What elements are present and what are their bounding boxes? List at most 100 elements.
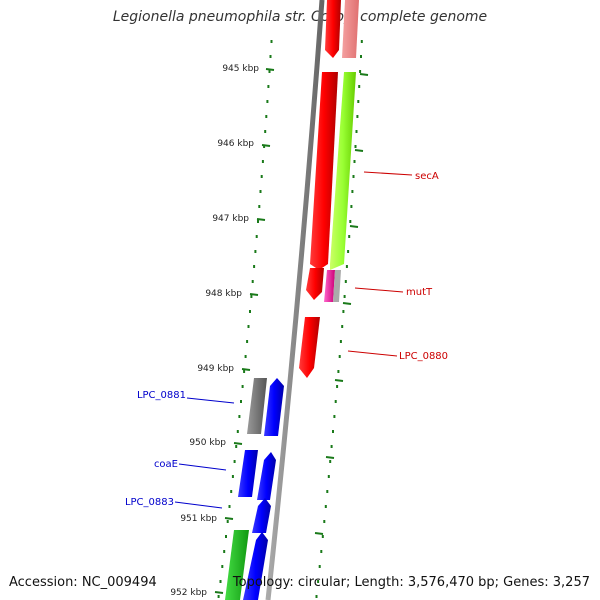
ring-dot	[268, 70, 271, 73]
ring-dot	[241, 385, 244, 388]
gc-skew-magenta	[324, 270, 335, 302]
ring-dot	[338, 355, 341, 358]
ring-dot	[235, 445, 238, 448]
gc-skew-gray	[333, 270, 341, 302]
ring-dot	[317, 580, 320, 583]
ring-dot	[351, 190, 354, 193]
gene-blue-b	[257, 452, 276, 500]
ring-dot	[265, 115, 268, 118]
ring-dot	[324, 505, 327, 508]
gene-blue-c	[243, 532, 268, 600]
ring-dot	[345, 265, 348, 268]
ring-dot	[219, 580, 222, 583]
scale-tick: 950 kbp	[189, 438, 243, 448]
ring-dot	[350, 205, 353, 208]
ring-dot	[264, 130, 267, 133]
scale-tick-label: 948 kbp	[205, 289, 242, 299]
scale-tick-label: 951 kbp	[180, 514, 217, 524]
ring-dot	[329, 460, 332, 463]
ring-dot	[259, 190, 262, 193]
genome-summary-label: Topology: circular; Length: 3,576,470 bp…	[232, 575, 590, 590]
gene-label-text: coaE	[154, 459, 178, 470]
ring-dot	[321, 535, 324, 538]
genome-backbone	[265, 0, 325, 600]
gene-label-seca: secA	[363, 171, 439, 182]
gc-skew-lime	[330, 72, 356, 270]
gene-blue-a	[264, 378, 284, 436]
ring-dot	[253, 265, 256, 268]
ring-dot	[263, 145, 266, 148]
gene-lpc-0883	[252, 498, 271, 533]
gene-mutt	[306, 268, 324, 300]
ring-dot	[257, 220, 259, 223]
gene-label-lpc-0881: LPC_0881	[137, 390, 235, 404]
gene-label-lpc-0883: LPC_0883	[125, 497, 223, 509]
ring-dot	[221, 565, 224, 568]
ring-dot	[334, 400, 337, 403]
ring-dot	[231, 475, 234, 478]
ring-dot	[247, 325, 250, 328]
ring-dot	[337, 370, 340, 373]
scale-tick: 948 kbp	[205, 289, 259, 299]
ring-dot	[244, 355, 247, 358]
gene-forward-top	[325, 0, 341, 58]
scale-tick-label: 947 kbp	[212, 214, 249, 224]
ring-dot	[261, 160, 264, 163]
scale-tick: 952 kbp	[170, 588, 224, 598]
ring-dot	[356, 115, 359, 118]
scale-tick: 945 kbp	[222, 64, 275, 74]
gene-label-text: secA	[415, 171, 439, 182]
ring-dot	[266, 100, 269, 103]
ring-dot	[249, 310, 251, 313]
ring-dot	[347, 250, 350, 253]
ring-dot	[348, 235, 351, 238]
gene-label-coae: coaE	[154, 459, 227, 471]
ring-dot	[226, 520, 229, 523]
gene-label-lpc-0880: LPC_0880	[347, 350, 448, 362]
gene-label-text: LPC_0880	[399, 351, 448, 362]
ring-dot	[336, 385, 339, 388]
ring-dot	[360, 40, 363, 43]
ring-dot	[243, 370, 246, 373]
ring-dot	[355, 130, 358, 133]
ring-dot	[251, 280, 254, 283]
ring-dot	[359, 70, 362, 73]
ring-dot	[258, 205, 261, 208]
ring-dot	[332, 430, 334, 433]
gene-seca	[310, 72, 338, 270]
gene-label-mutt: mutT	[354, 287, 433, 298]
ring-dot	[223, 550, 226, 553]
scale-ring	[217, 40, 273, 598]
gene-label-text: LPC_0881	[137, 390, 186, 401]
reverse-strand-features	[225, 378, 284, 600]
ring-dot	[240, 400, 242, 403]
outer-dotted-ring	[315, 40, 363, 598]
ring-dot	[357, 100, 360, 103]
ring-dot	[225, 535, 227, 538]
ring-dot	[238, 415, 241, 418]
ring-dot	[320, 550, 323, 553]
scale-tick-label: 952 kbp	[170, 588, 207, 598]
scale-tick-label: 949 kbp	[197, 364, 234, 374]
gene-forward-top-pale	[342, 0, 359, 58]
ring-dot	[260, 175, 263, 178]
ring-dot	[349, 220, 352, 223]
ring-dot	[360, 55, 362, 58]
ring-dot	[358, 85, 361, 88]
ring-dot	[326, 490, 329, 493]
ring-dot	[269, 55, 272, 58]
scale-tick-label: 950 kbp	[189, 438, 226, 448]
gene-label-text: LPC_0883	[125, 497, 174, 508]
ring-dot	[343, 295, 346, 298]
ring-dot	[267, 85, 270, 88]
ring-dot	[230, 490, 233, 493]
scale-tick: 947 kbp	[212, 214, 266, 224]
ring-dot	[333, 415, 336, 418]
gene-lpc-0881	[247, 378, 267, 434]
ring-dot	[354, 145, 357, 148]
ring-dot	[330, 445, 333, 448]
ring-dot	[270, 40, 273, 43]
map-title: Legionella pneumophila str. Corby, compl…	[112, 9, 488, 25]
